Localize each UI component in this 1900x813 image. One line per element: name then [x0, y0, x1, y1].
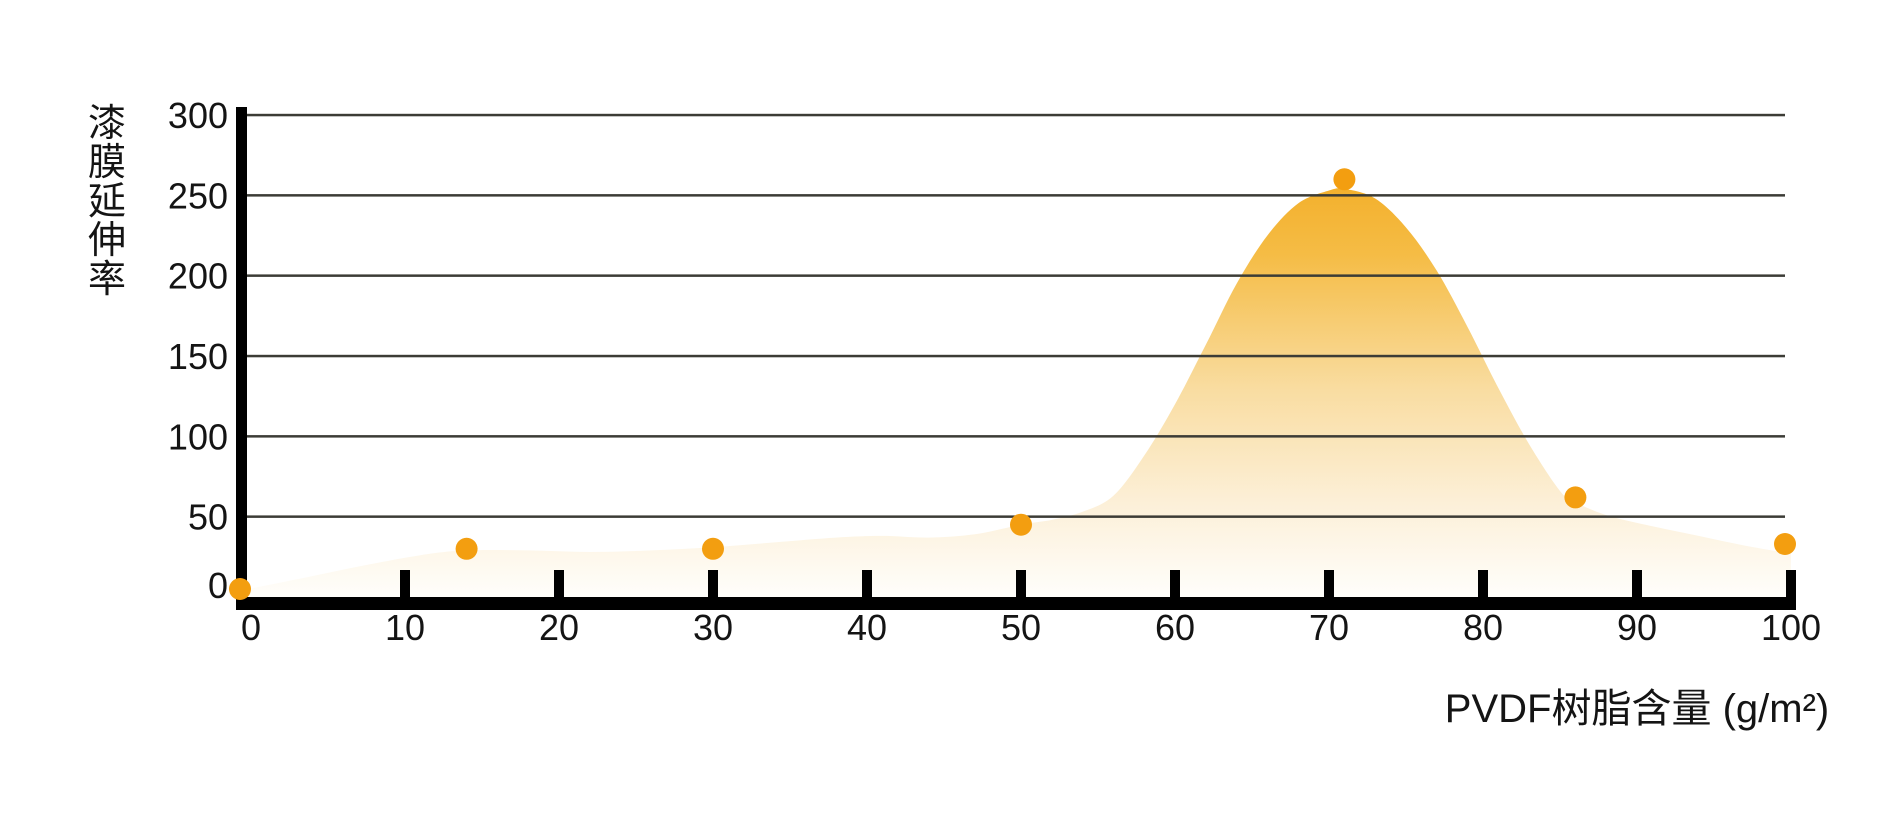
x-tick-label-80: 80 [1463, 607, 1503, 648]
y-axis-title-char: 率 [88, 259, 126, 301]
x-tick-label-20: 20 [539, 607, 579, 648]
y-tick-label-300: 300 [168, 95, 228, 136]
y-tick-label-50: 50 [188, 497, 228, 538]
data-point-marker [1333, 168, 1356, 191]
area-fill [240, 188, 1792, 597]
data-point-marker [1564, 486, 1587, 509]
x-axis-tick-30 [708, 570, 718, 597]
x-tick-label-40: 40 [847, 607, 887, 648]
x-axis-tick-80 [1478, 570, 1488, 597]
x-axis-title: PVDF树脂含量 (g/m²) [1445, 687, 1829, 731]
x-axis-tick-60 [1170, 570, 1180, 597]
x-axis-tick-90 [1632, 570, 1642, 597]
x-tick-label-90: 90 [1617, 607, 1657, 648]
data-point-marker [229, 578, 251, 600]
x-axis-line [236, 597, 1796, 610]
x-tick-label-70: 70 [1309, 607, 1349, 648]
data-point-marker [455, 537, 478, 560]
y-axis-line [236, 107, 247, 610]
x-tick-label-50: 50 [1001, 607, 1041, 648]
x-tick-label-100: 100 [1761, 607, 1821, 648]
x-axis-tick-100 [1786, 570, 1796, 597]
gridline-y-150 [247, 354, 1785, 358]
y-tick-label-150: 150 [168, 336, 228, 377]
gridline-y-100 [247, 435, 1785, 438]
gridline-y-300 [247, 113, 1785, 117]
x-axis-tick-70 [1324, 570, 1334, 597]
y-axis-title-char: 伸 [88, 220, 126, 262]
x-tick-label-30: 30 [693, 607, 733, 648]
x-axis-tick-40 [862, 570, 872, 597]
x-axis-tick-20 [554, 570, 564, 597]
y-tick-label-0: 0 [208, 565, 228, 606]
x-tick-label-10: 10 [385, 607, 425, 648]
y-tick-label-200: 200 [168, 256, 228, 297]
x-axis-tick-10 [400, 570, 410, 597]
data-point-marker [1010, 513, 1032, 536]
data-point-marker [1774, 533, 1796, 555]
y-axis-title-char: 漆 [88, 103, 126, 145]
gridline-y-250 [247, 194, 1785, 197]
x-tick-label-0: 0 [241, 607, 261, 648]
x-axis-tick-50 [1016, 570, 1026, 597]
data-point-marker [702, 537, 724, 560]
y-axis-title-char: 膜 [88, 142, 126, 184]
y-tick-label-100: 100 [168, 416, 228, 457]
x-tick-label-60: 60 [1155, 607, 1195, 648]
gridline-y-200 [247, 274, 1785, 277]
y-tick-label-250: 250 [168, 175, 228, 216]
y-axis-title-char: 延 [88, 181, 126, 223]
